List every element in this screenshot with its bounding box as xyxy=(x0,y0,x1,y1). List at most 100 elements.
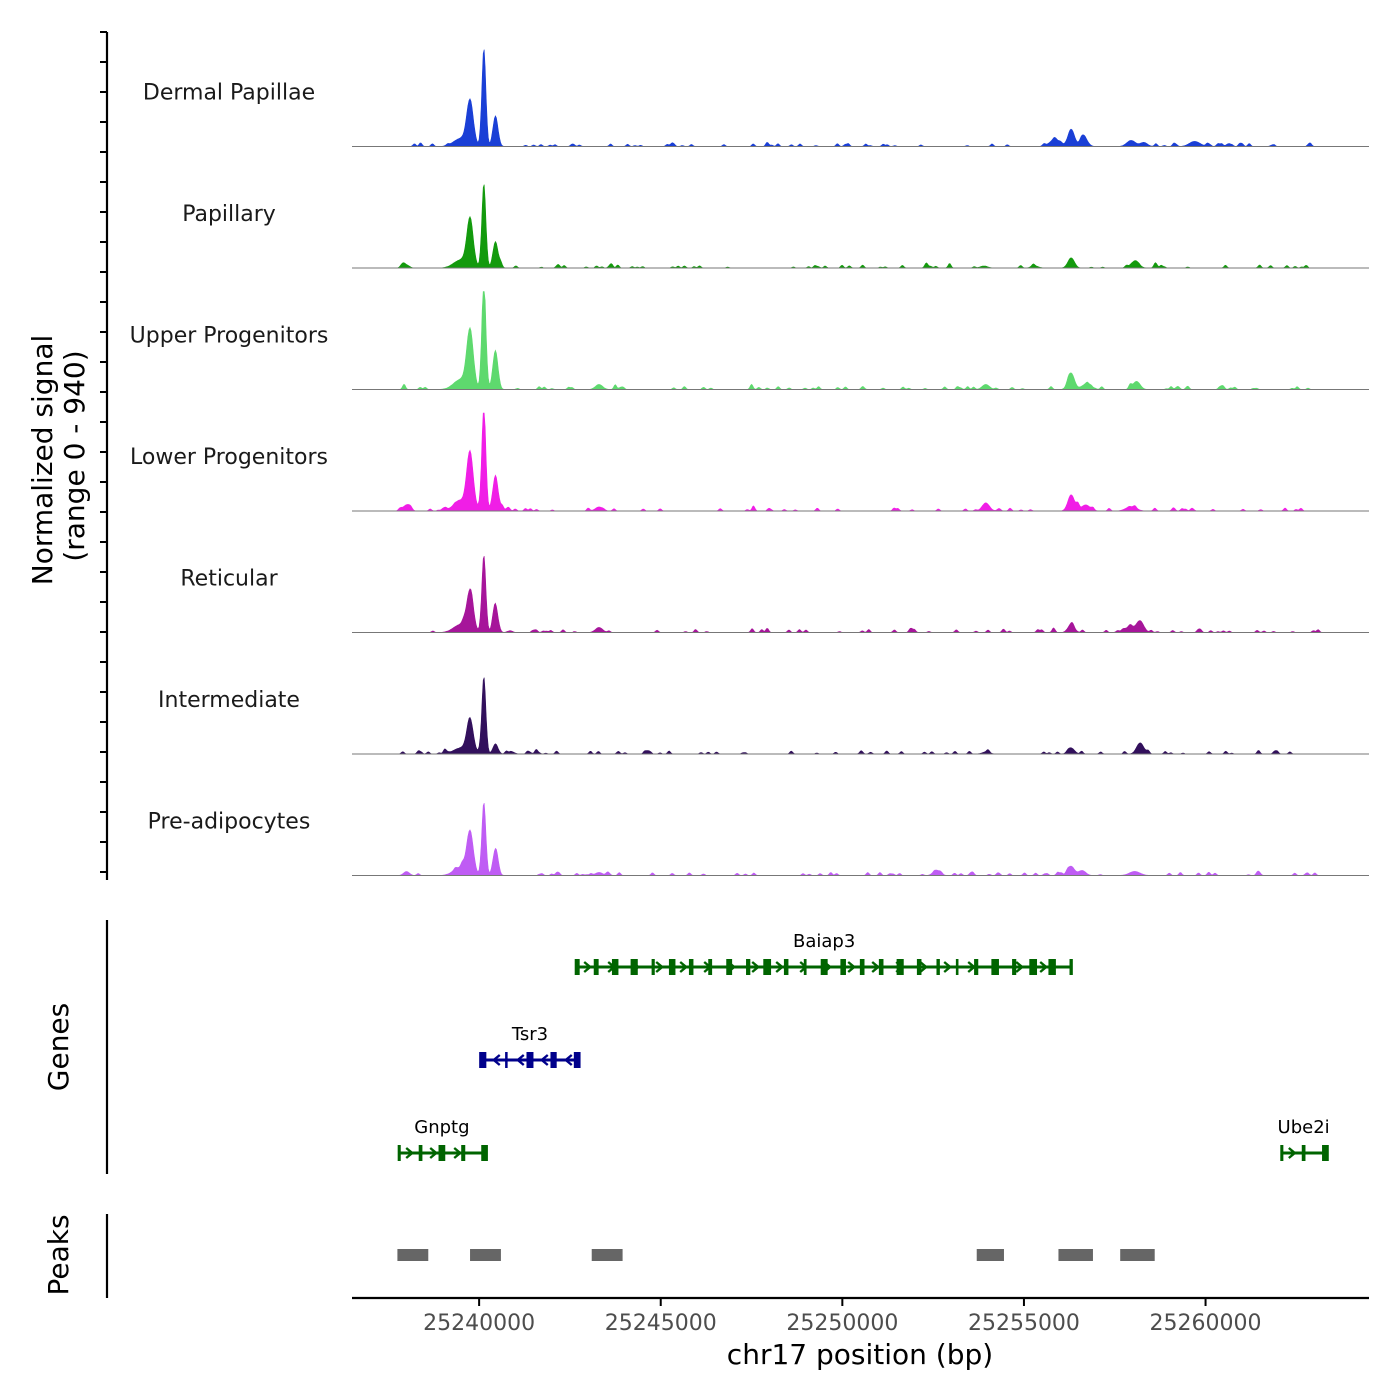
gene-exon xyxy=(1069,959,1073,975)
strand-arrow xyxy=(491,1054,501,1066)
genes-panel: Genes Baiap3 Tsr3 Gnptg Ube2i xyxy=(42,920,1330,1174)
gene-exon xyxy=(397,1145,401,1161)
gene-exon xyxy=(1012,959,1017,975)
gene-exon xyxy=(651,959,655,975)
gene-exon xyxy=(526,1052,534,1068)
peak-region xyxy=(470,1249,501,1261)
gene-exon xyxy=(916,959,922,975)
strand-arrow xyxy=(751,961,761,973)
gene-exon xyxy=(479,1052,487,1068)
gene-exon xyxy=(820,959,828,975)
signal-track: Dermal Papillae xyxy=(143,49,1369,147)
x-axis-title: chr17 position (bp) xyxy=(727,1338,993,1371)
gene-exon xyxy=(763,959,772,975)
gene-exon xyxy=(593,959,599,975)
gene-model: Gnptg xyxy=(397,1117,488,1161)
gene-exon xyxy=(1029,959,1038,975)
gene-exon xyxy=(574,959,580,975)
gene-exon xyxy=(746,959,751,975)
gene-exon xyxy=(481,1145,488,1161)
gene-exon xyxy=(1301,1145,1306,1161)
gene-exon xyxy=(505,1052,508,1068)
strand-arrow xyxy=(943,961,953,973)
gene-exon xyxy=(859,959,865,975)
gene-exon xyxy=(573,1052,581,1068)
strand-arrow xyxy=(563,1054,573,1066)
strand-arrow xyxy=(515,1054,525,1066)
gene-exon xyxy=(783,959,789,975)
gene-model: Tsr3 xyxy=(479,1024,581,1068)
track-label: Lower Progenitors xyxy=(130,445,328,470)
strand-arrow xyxy=(991,961,1001,973)
signal-y-axis-ticks xyxy=(100,31,107,873)
x-tick-label: 25260000 xyxy=(1150,1311,1262,1336)
track-label: Dermal Papillae xyxy=(143,81,315,106)
strand-arrow xyxy=(631,961,641,973)
strand-arrow xyxy=(871,961,881,973)
x-axis: 25240000 25245000 25250000 25255000 25260000… xyxy=(352,1296,1369,1371)
strand-arrow xyxy=(607,961,617,973)
peaks-y-axis-title: Peaks xyxy=(42,1214,75,1295)
gene-exon xyxy=(936,959,940,975)
gene-exon xyxy=(550,1052,557,1068)
gene-label: Ube2i xyxy=(1278,1117,1330,1138)
track-label: Intermediate xyxy=(158,688,300,713)
gene-exon xyxy=(1048,959,1056,975)
gene-exon xyxy=(630,959,638,975)
strand-arrow xyxy=(679,961,689,973)
track-label: Pre-adipocytes xyxy=(148,810,311,835)
strand-arrow xyxy=(919,961,929,973)
peak-region xyxy=(397,1249,429,1261)
strand-arrow xyxy=(823,961,833,973)
gene-exon xyxy=(896,959,904,975)
strand-arrow xyxy=(429,1147,439,1159)
peak-region xyxy=(1058,1249,1093,1261)
gene-models: Baiap3 Tsr3 Gnptg Ube2i xyxy=(397,931,1330,1161)
gene-exon xyxy=(878,959,884,975)
strand-arrow xyxy=(967,961,977,973)
peaks-panel: Peaks xyxy=(42,1214,1155,1298)
x-tick-label: 25250000 xyxy=(786,1311,898,1336)
gene-exon xyxy=(1280,1145,1284,1161)
signal-track: Pre-adipocytes xyxy=(148,802,1369,876)
signal-track: Lower Progenitors xyxy=(130,412,1369,512)
gene-exon xyxy=(438,1145,446,1161)
peak-region xyxy=(976,1249,1004,1261)
x-tick-label: 25240000 xyxy=(423,1311,535,1336)
gene-exon xyxy=(726,959,733,975)
track-label: Papillary xyxy=(182,202,276,227)
strand-arrow xyxy=(539,1054,549,1066)
gene-exon xyxy=(418,1145,423,1161)
gene-exon xyxy=(688,959,694,975)
signal-track: Reticular xyxy=(180,555,1369,633)
strand-arrow xyxy=(655,961,665,973)
signal-y-axis-title: Normalized signal xyxy=(26,335,59,586)
gene-label: Gnptg xyxy=(414,1117,469,1138)
strand-arrow xyxy=(847,961,857,973)
gene-exon xyxy=(955,959,959,975)
strand-arrow xyxy=(703,961,713,973)
gene-exon xyxy=(991,959,999,975)
gene-exon xyxy=(1322,1145,1329,1161)
gene-model: Baiap3 xyxy=(574,931,1073,975)
strand-arrow xyxy=(1015,961,1025,973)
gene-model: Ube2i xyxy=(1278,1117,1330,1161)
peak-region xyxy=(1120,1249,1155,1261)
gene-exon xyxy=(840,959,846,975)
strand-arrow xyxy=(1039,961,1049,973)
track-label: Reticular xyxy=(180,567,278,592)
peak-regions xyxy=(397,1249,1155,1261)
x-axis-ticks: 25240000 25245000 25250000 25255000 25260000 xyxy=(423,1298,1262,1336)
gene-label: Baiap3 xyxy=(793,931,855,952)
strand-arrow xyxy=(405,1147,415,1159)
x-tick-label: 25245000 xyxy=(605,1311,717,1336)
x-tick-label: 25255000 xyxy=(968,1311,1080,1336)
signal-track: Upper Progenitors xyxy=(130,291,1369,390)
signal-track: Papillary xyxy=(182,184,1369,269)
signal-track: Intermediate xyxy=(158,677,1369,755)
strand-arrow xyxy=(799,961,809,973)
strand-arrow xyxy=(727,961,737,973)
strand-arrow xyxy=(895,961,905,973)
